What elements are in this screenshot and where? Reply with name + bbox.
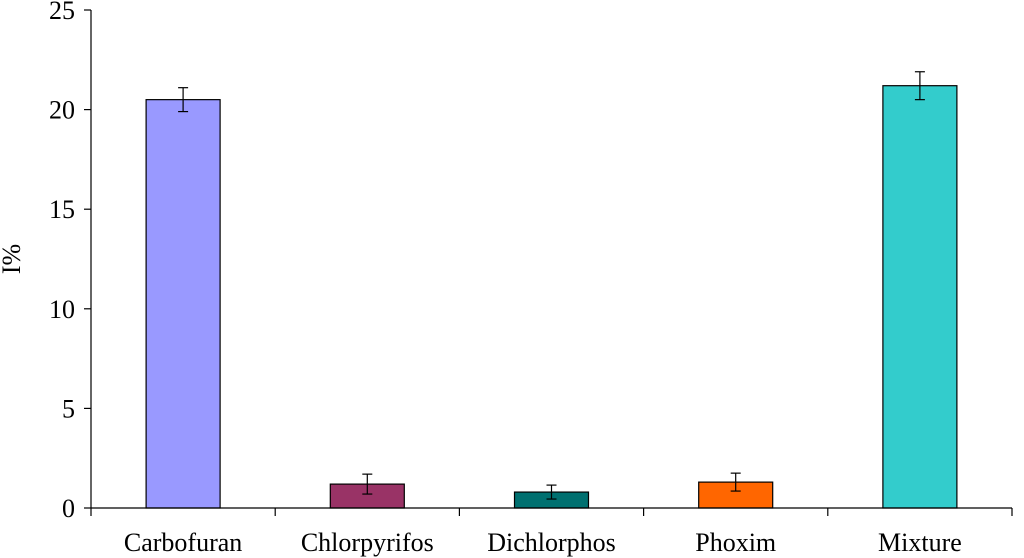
- y-ticks-layer: 0 5 10 15 20 25: [49, 0, 91, 523]
- y-tick-label: 15: [49, 195, 75, 224]
- y-tick-label: 5: [62, 394, 75, 423]
- error-bars-layer: [178, 71, 925, 500]
- error-bar-phoxim: [730, 472, 741, 492]
- error-bar-mixture: [914, 71, 925, 101]
- x-tick-label: Carbofuran: [124, 528, 242, 557]
- bar-mixture: [882, 85, 958, 509]
- error-bar-chlorpyrifos: [362, 473, 373, 495]
- error-bar-dichlorphos: [546, 484, 557, 500]
- error-bar-carbofuran: [178, 87, 189, 113]
- y-tick-label: 25: [49, 0, 75, 25]
- x-tick-label: Chlorpyrifos: [301, 528, 434, 557]
- y-tick-label: 20: [49, 96, 75, 125]
- x-tick-label: Dichlorphos: [487, 528, 616, 557]
- x-tick-label: Phoxim: [695, 528, 776, 557]
- x-ticks-layer: Carbofuran Chlorpyrifos Dichlorphos Phoxim M…: [90, 508, 1013, 557]
- y-axis-title: I%: [0, 244, 26, 274]
- y-tick-label: 10: [49, 295, 75, 324]
- y-tick-label: 0: [62, 494, 75, 523]
- x-tick-label: Mixture: [878, 528, 962, 557]
- axes-layer: [90, 10, 1012, 509]
- bar-carbofuran: [145, 99, 221, 509]
- bars-layer: [145, 85, 958, 509]
